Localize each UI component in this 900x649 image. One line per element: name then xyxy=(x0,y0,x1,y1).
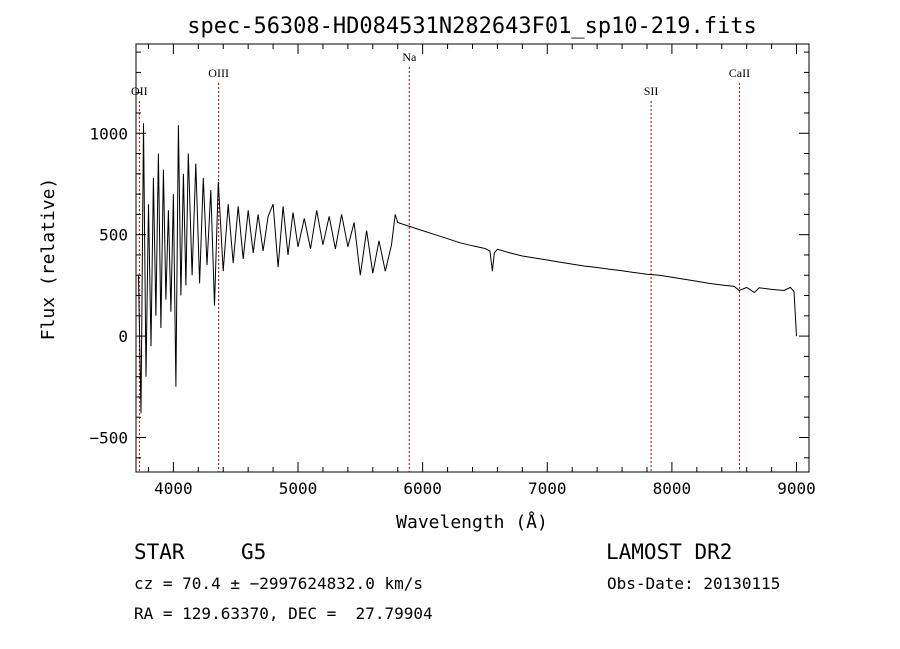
spectrum-series-line xyxy=(138,123,797,414)
coordinates: RA = 129.63370, DEC = 27.79904 xyxy=(134,604,433,623)
chart-title: spec-56308-HD084531N282643F01_sp10-219.f… xyxy=(187,14,757,39)
x-tick-label: 8000 xyxy=(653,479,692,498)
plot-frame xyxy=(135,43,810,473)
y-tick-label: 0 xyxy=(118,327,128,346)
line-label-caii: CaII xyxy=(729,66,750,80)
x-tick-label: 5000 xyxy=(279,479,318,498)
y-tick-label: −500 xyxy=(89,429,128,448)
y-tick-label: 500 xyxy=(99,226,128,245)
x-axis-ticks: 4000 5000 6000 7000 8000 9000 xyxy=(147,44,816,498)
x-tick-label: 4000 xyxy=(154,479,193,498)
observation-date: Obs-Date: 20130115 xyxy=(607,574,781,593)
redshift-velocity: cz = 70.4 ± −2997624832.0 km/s xyxy=(134,574,423,593)
y-tick-label: 1000 xyxy=(89,124,128,143)
line-label-oii: OII xyxy=(131,84,148,98)
x-axis-label: Wavelength (Å) xyxy=(396,511,548,533)
y-axis-ticks: −500 0 500 1000 xyxy=(89,51,809,459)
emission-lines: OII OIII Na SII CaII xyxy=(131,50,750,472)
x-tick-label: 9000 xyxy=(777,479,816,498)
object-class: STAR xyxy=(134,540,185,564)
survey-label: LAMOST DR2 xyxy=(606,540,733,564)
line-label-na: Na xyxy=(402,50,417,64)
x-tick-label: 7000 xyxy=(528,479,567,498)
y-axis-label: Flux (relative) xyxy=(38,178,59,341)
x-tick-label: 6000 xyxy=(403,479,442,498)
line-label-sii: SII xyxy=(644,84,659,98)
object-subclass: G5 xyxy=(241,540,267,564)
line-label-oiii: OIII xyxy=(208,66,229,80)
